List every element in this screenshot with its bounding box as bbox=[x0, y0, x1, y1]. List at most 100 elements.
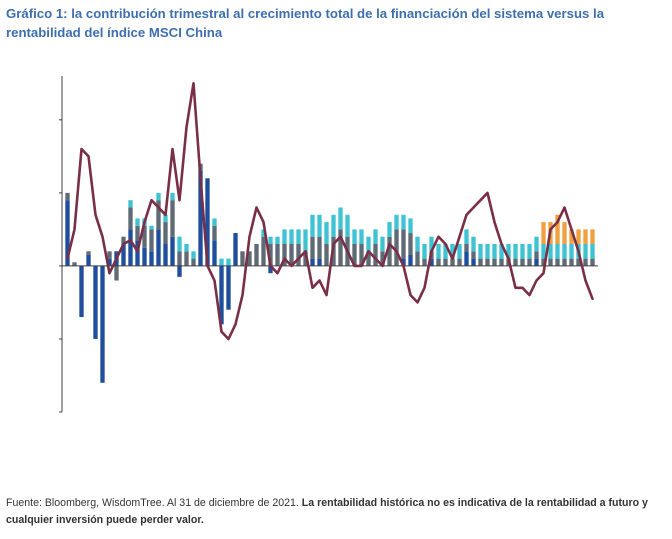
bar-segment-grey bbox=[240, 251, 245, 266]
bar-segment-cyan bbox=[219, 258, 224, 266]
bar-segment-grey bbox=[520, 258, 525, 266]
bar-segment-cyan bbox=[387, 222, 392, 237]
bar-segment-orange bbox=[590, 229, 595, 244]
bar-segment-cyan bbox=[443, 244, 448, 259]
bar-segment-grey bbox=[576, 258, 581, 266]
bar-segment-cyan bbox=[506, 244, 511, 259]
bar-segment-cyan bbox=[191, 251, 196, 259]
bar-segment-blue bbox=[233, 233, 238, 266]
bar-segment-grey bbox=[471, 251, 476, 259]
bar-segment-cyan bbox=[289, 229, 294, 244]
bar-segment-grey bbox=[163, 222, 168, 244]
bar-segment-grey bbox=[114, 265, 119, 281]
bar-segment-grey bbox=[170, 200, 175, 237]
bar-segment-cyan bbox=[317, 214, 322, 237]
bar-segment-orange bbox=[555, 214, 560, 244]
bar-segment-blue bbox=[198, 170, 203, 266]
bar-segment-blue bbox=[135, 240, 140, 266]
bar-segment-blue bbox=[86, 254, 91, 266]
bar-segment-blue bbox=[471, 258, 476, 266]
bar-segment-grey bbox=[135, 225, 140, 241]
source-text: Fuente: Bloomberg, WisdomTree. Al 31 de … bbox=[6, 497, 302, 509]
bar-segment-grey bbox=[338, 229, 343, 266]
bar-segment-grey bbox=[513, 258, 518, 266]
bar-segment-cyan bbox=[436, 244, 441, 259]
bar-segment-grey bbox=[261, 236, 266, 266]
bar-segment-grey bbox=[408, 233, 413, 255]
bar-segment-blue bbox=[142, 247, 147, 266]
bar-segment-grey bbox=[184, 251, 189, 266]
bar-segment-grey bbox=[499, 258, 504, 266]
bar-segment-cyan bbox=[345, 214, 350, 237]
bar-segment-cyan bbox=[562, 244, 567, 259]
bar-segment-cyan bbox=[282, 229, 287, 244]
bar-segment-grey bbox=[492, 258, 497, 266]
bar-segment-grey bbox=[268, 244, 273, 266]
bar-segment-cyan bbox=[541, 244, 546, 259]
bar-segment-cyan bbox=[149, 225, 154, 230]
bar-segment-blue bbox=[65, 200, 70, 266]
bar-segment-grey bbox=[569, 258, 574, 266]
bar-segment-cyan bbox=[415, 236, 420, 252]
bar-segment-blue bbox=[310, 258, 315, 266]
bar-segment-blue bbox=[205, 178, 210, 266]
bar-segment-grey bbox=[289, 244, 294, 266]
bar-segment-blue bbox=[128, 229, 133, 266]
bar-segment-grey bbox=[464, 244, 469, 252]
bar-segment-grey bbox=[303, 251, 308, 266]
bar-segment-grey bbox=[191, 258, 196, 266]
bar-segment-cyan bbox=[373, 229, 378, 244]
bar-segment-orange bbox=[583, 229, 588, 244]
bar-segment-cyan bbox=[555, 244, 560, 259]
bar-segment-orange bbox=[541, 222, 546, 244]
bar-segment-orange bbox=[562, 222, 567, 244]
bar-segment-cyan bbox=[492, 244, 497, 259]
bar-segment-cyan bbox=[583, 244, 588, 259]
y-ticks bbox=[59, 119, 62, 413]
chart-container bbox=[0, 48, 672, 488]
bar-segment-orange bbox=[576, 229, 581, 244]
bar-segment-grey bbox=[296, 244, 301, 266]
bar-segment-cyan bbox=[359, 229, 364, 244]
bar-segment-cyan bbox=[422, 244, 427, 259]
bar-segment-cyan bbox=[478, 244, 483, 259]
bar-segment-grey bbox=[590, 258, 595, 266]
bar-segment-blue bbox=[317, 258, 322, 266]
bar-segment-grey bbox=[415, 251, 420, 266]
bar-segment-grey bbox=[394, 229, 399, 266]
bar-segment-cyan bbox=[156, 192, 161, 201]
bar-segment-grey bbox=[310, 236, 315, 259]
bar-segment-grey bbox=[562, 258, 567, 266]
bar-segment-cyan bbox=[471, 236, 476, 252]
bar-segment-cyan bbox=[261, 229, 266, 237]
bar-segment-grey bbox=[366, 251, 371, 266]
bar-segment-grey bbox=[485, 258, 490, 266]
bar-segment-blue bbox=[79, 265, 84, 318]
bar-segment-cyan bbox=[366, 236, 371, 252]
bar-segment-grey bbox=[86, 251, 91, 255]
bar-segment-cyan bbox=[401, 214, 406, 230]
bar-segment-cyan bbox=[128, 200, 133, 208]
series-line-msci-china bbox=[66, 82, 594, 341]
bar-segment-grey bbox=[380, 251, 385, 266]
bar-segment-cyan bbox=[534, 236, 539, 252]
bar-segment-cyan bbox=[520, 244, 525, 259]
bar-segment-blue bbox=[464, 251, 469, 266]
bar-segment-blue bbox=[534, 258, 539, 266]
bar-segment-cyan bbox=[338, 207, 343, 230]
bar-segment-cyan bbox=[184, 244, 189, 252]
bar-segment-cyan bbox=[408, 218, 413, 234]
bar-segment-grey bbox=[72, 262, 77, 266]
bar-segment-grey bbox=[373, 244, 378, 266]
bar-segment-grey bbox=[149, 229, 154, 252]
bar-segment-grey bbox=[457, 258, 462, 266]
bar-segment-cyan bbox=[464, 229, 469, 244]
bar-segment-cyan bbox=[527, 244, 532, 259]
bar-segment-blue bbox=[401, 258, 406, 266]
bar-segment-grey bbox=[324, 244, 329, 266]
bar-segment-blue bbox=[156, 229, 161, 266]
bar-segment-grey bbox=[527, 258, 532, 266]
bar-segment-grey bbox=[422, 258, 427, 266]
bar-segment-grey bbox=[247, 251, 252, 266]
bar-segment-cyan bbox=[457, 244, 462, 259]
